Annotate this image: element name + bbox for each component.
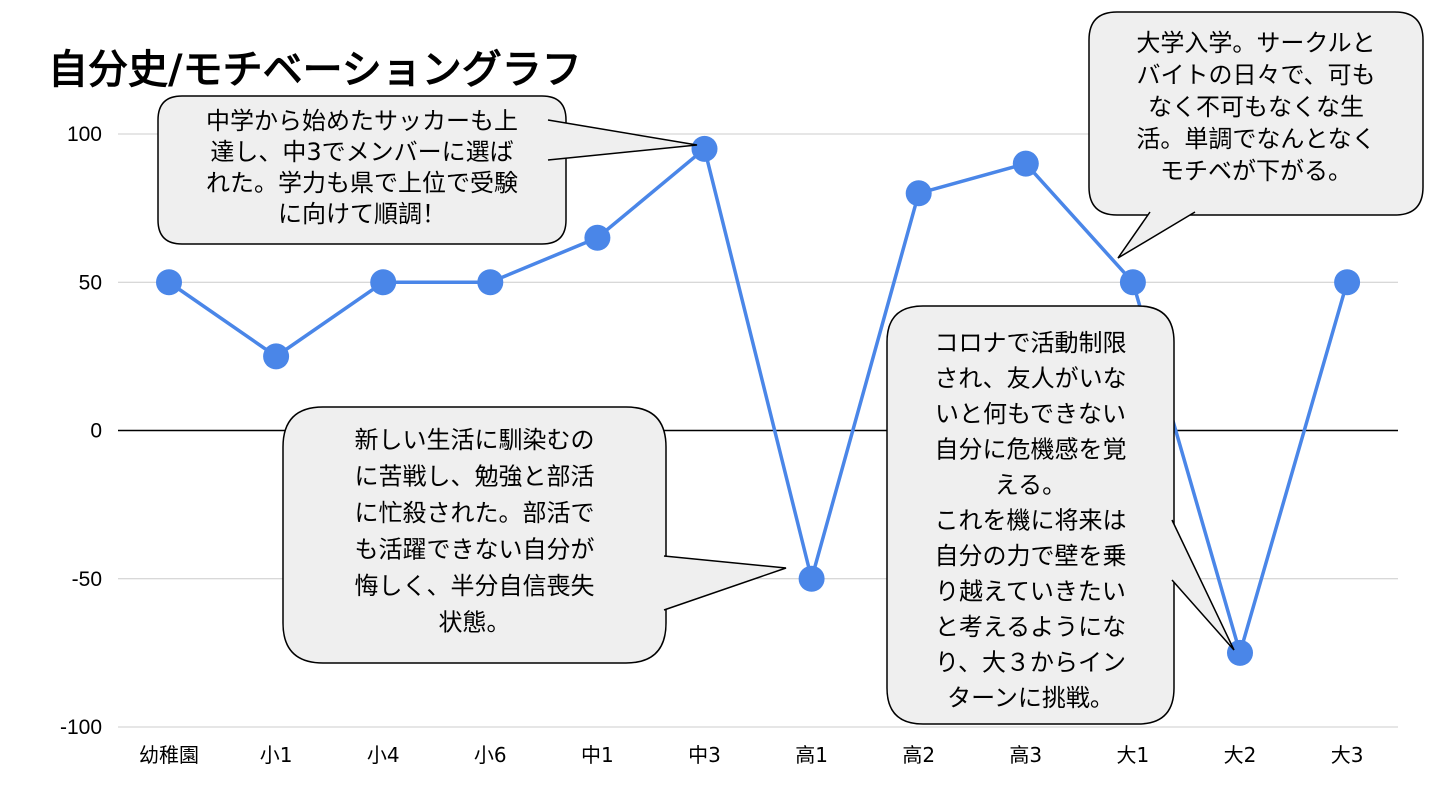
series-layer: [156, 135, 1361, 666]
bubble-tail: [1171, 519, 1235, 651]
x-tick-label: 大2: [1224, 743, 1257, 767]
annotation-bubble: 大学入学。サークルとバイトの日々で、可もなく不可もなくな生活。単調でなんとなくモ…: [1088, 11, 1424, 259]
chart-title: 自分史/モチベーショングラフ: [48, 47, 582, 93]
x-tick-label: 小6: [474, 743, 507, 767]
y-axis: 100 50 0 -50 -100: [60, 123, 102, 739]
annotation-line: 状態。: [439, 609, 511, 637]
y-tick-label: 100: [67, 123, 102, 146]
annotation-line: なく不可もなくな生: [1148, 93, 1364, 121]
data-point: [1012, 150, 1039, 177]
annotation-bubble: コロナで活動制限され、友人がいないと何もできない自分に危機感を覚える。これを機に…: [886, 305, 1235, 725]
data-point: [584, 224, 611, 251]
bubble-box: [157, 95, 567, 245]
annotation-line: され、友人がいな: [934, 365, 1126, 393]
x-axis: 幼稚園 小1 小4 小6 中1 中3 高1 高2 高3 大1 大2 大3: [139, 743, 1363, 767]
annotation-line: も活躍できない自分が: [355, 536, 595, 564]
data-point: [156, 269, 182, 296]
annotation-line: いと何もできない: [935, 400, 1126, 428]
annotation-line: り越えていきたい: [935, 578, 1126, 606]
annotation-line: に忙殺された。部活で: [355, 499, 595, 527]
annotation-line: に向けて順調！: [278, 200, 446, 228]
annotation-line: モチベが下がる。: [1160, 157, 1352, 185]
annotation-line: える。: [995, 471, 1066, 499]
annotation-line: と考えるようにな: [935, 613, 1126, 641]
annotation-line: 達し、中3でメンバーに選ば: [210, 138, 513, 166]
x-tick-label: 高2: [902, 743, 935, 767]
annotation-line: コロナで活動制限: [935, 329, 1127, 357]
data-point: [263, 343, 290, 370]
x-tick-label: 小1: [260, 743, 293, 767]
bubble-box: [886, 305, 1175, 725]
data-point: [1334, 269, 1361, 296]
annotation-line: 自分の力で壁を乗: [935, 542, 1127, 570]
y-tick-label: -100: [60, 716, 102, 739]
x-tick-label: 高1: [795, 743, 828, 767]
annotation-line: これを機に将来は: [935, 507, 1127, 535]
data-point: [370, 269, 397, 296]
annotation-line: 悔しく、半分自信喪失: [355, 572, 595, 600]
y-tick-label: 50: [79, 271, 102, 294]
annotation-line: 大学入学。サークルと: [1136, 29, 1375, 57]
x-tick-label: 幼稚園: [139, 743, 199, 767]
bubble-box: [1088, 11, 1424, 216]
annotation-line: 中学から始めたサッカーも上: [206, 107, 518, 135]
annotation-line: 新しい生活に馴染むの: [355, 426, 595, 454]
data-point: [477, 269, 504, 296]
annotation-line: に苦戦し、勉強と部活: [355, 463, 595, 491]
x-tick-label: 高3: [1009, 743, 1042, 767]
annotation-bubble: 中学から始めたサッカーも上達し、中3でメンバーに選ばれた。学力も県で上位で受験に…: [157, 95, 698, 245]
annotation-line: れた。学力も県で上位で受験: [206, 169, 518, 197]
bubble-tail: [547, 119, 698, 161]
annotation-line: り、大３からイン: [935, 649, 1126, 677]
data-point: [798, 565, 825, 592]
data-point: [905, 180, 932, 207]
bubble-tail: [1117, 211, 1196, 259]
x-tick-label: 大1: [1117, 743, 1150, 767]
y-tick-label: 0: [90, 420, 102, 443]
x-tick-label: 大3: [1331, 743, 1364, 767]
annotation-bubble: 新しい生活に馴染むのに苦戦し、勉強と部活に忙殺された。部活でも活躍できない自分が…: [282, 406, 787, 664]
bubble-tail: [663, 555, 787, 611]
x-tick-label: 中3: [688, 743, 721, 767]
data-point: [1119, 269, 1146, 296]
data-point: [1227, 639, 1253, 666]
y-tick-label: -50: [72, 568, 102, 591]
bubble-tail-fill: [664, 556, 786, 610]
x-tick-label: 中1: [581, 743, 614, 767]
annotation-line: 活。単調でなんとなく: [1136, 125, 1375, 153]
data-point: [691, 135, 718, 162]
x-tick-label: 小4: [367, 743, 400, 767]
annotation-line: バイトの日々で、可も: [1136, 61, 1375, 89]
bubble-tail-fill: [548, 120, 697, 160]
annotation-line: ターンに挑戦。: [947, 684, 1114, 712]
bubble-box: [282, 406, 667, 664]
annotations-layer: 中学から始めたサッカーも上達し、中3でメンバーに選ばれた。学力も県で上位で受験に…: [157, 11, 1424, 725]
annotation-line: 自分に危機感を覚: [935, 436, 1127, 464]
